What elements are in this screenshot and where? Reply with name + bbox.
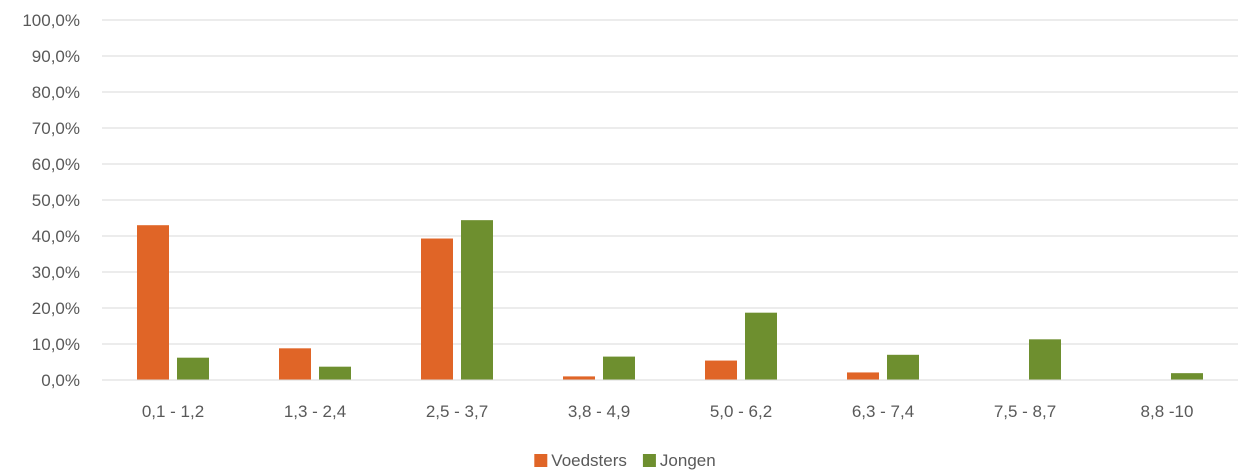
x-tick-label: 6,3 - 7,4 bbox=[852, 402, 914, 421]
bar-jongen-7 bbox=[1029, 339, 1061, 380]
y-tick-label: 80,0% bbox=[32, 83, 80, 102]
bar-voedsters-6 bbox=[847, 372, 879, 380]
y-tick-label: 100,0% bbox=[22, 11, 80, 30]
y-tick-label: 20,0% bbox=[32, 299, 80, 318]
bar-voedsters-3 bbox=[421, 238, 453, 380]
y-tick-label: 30,0% bbox=[32, 263, 80, 282]
bars bbox=[137, 220, 1203, 380]
legend-label: Jongen bbox=[660, 451, 716, 470]
x-axis-tick-labels: 0,1 - 1,2 1,3 - 2,4 2,5 - 3,7 3,8 - 4,9 5,0 … bbox=[142, 402, 1194, 421]
bar-jongen-8 bbox=[1171, 373, 1203, 380]
bar-voedsters-5 bbox=[705, 360, 737, 380]
legend-label: Voedsters bbox=[551, 451, 627, 470]
x-tick-label: 7,5 - 8,7 bbox=[994, 402, 1056, 421]
x-tick-label: 0,1 - 1,2 bbox=[142, 402, 204, 421]
legend-swatch bbox=[642, 454, 656, 467]
y-tick-label: 40,0% bbox=[32, 227, 80, 246]
x-tick-label: 1,3 - 2,4 bbox=[284, 402, 346, 421]
bar-jongen-6 bbox=[887, 354, 919, 380]
series-voedsters bbox=[137, 225, 879, 380]
legend-item-voedsters: Voedsters bbox=[534, 451, 627, 470]
bar-voedsters-1 bbox=[137, 225, 169, 380]
y-tick-label: 90,0% bbox=[32, 47, 80, 66]
x-tick-label: 3,8 - 4,9 bbox=[568, 402, 630, 421]
y-tick-label: 70,0% bbox=[32, 119, 80, 138]
y-tick-label: 10,0% bbox=[32, 335, 80, 354]
x-tick-label: 2,5 - 3,7 bbox=[426, 402, 488, 421]
y-axis-tick-labels: 0,0% 10,0% 20,0% 30,0% 40,0% 50,0% 60,0% 70,0% 8… bbox=[22, 11, 80, 390]
y-tick-label: 60,0% bbox=[32, 155, 80, 174]
bar-voedsters-2 bbox=[279, 348, 311, 380]
bar-jongen-1 bbox=[177, 357, 209, 380]
legend-swatch bbox=[534, 454, 548, 467]
bar-jongen-5 bbox=[745, 312, 777, 380]
x-tick-label: 8,8 -10 bbox=[1141, 402, 1194, 421]
x-tick-label: 5,0 - 6,2 bbox=[710, 402, 772, 421]
legend-item-jongen: Jongen bbox=[642, 451, 716, 470]
series-jongen bbox=[177, 220, 1203, 380]
y-tick-label: 50,0% bbox=[32, 191, 80, 210]
bar-jongen-3 bbox=[461, 220, 493, 380]
bar-jongen-2 bbox=[319, 366, 351, 380]
bar-voedsters-4 bbox=[563, 376, 595, 380]
y-tick-label: 0,0% bbox=[41, 371, 80, 390]
gridlines bbox=[102, 19, 1238, 345]
legend: Voedsters Jongen bbox=[534, 451, 716, 470]
bar-jongen-4 bbox=[603, 356, 635, 380]
